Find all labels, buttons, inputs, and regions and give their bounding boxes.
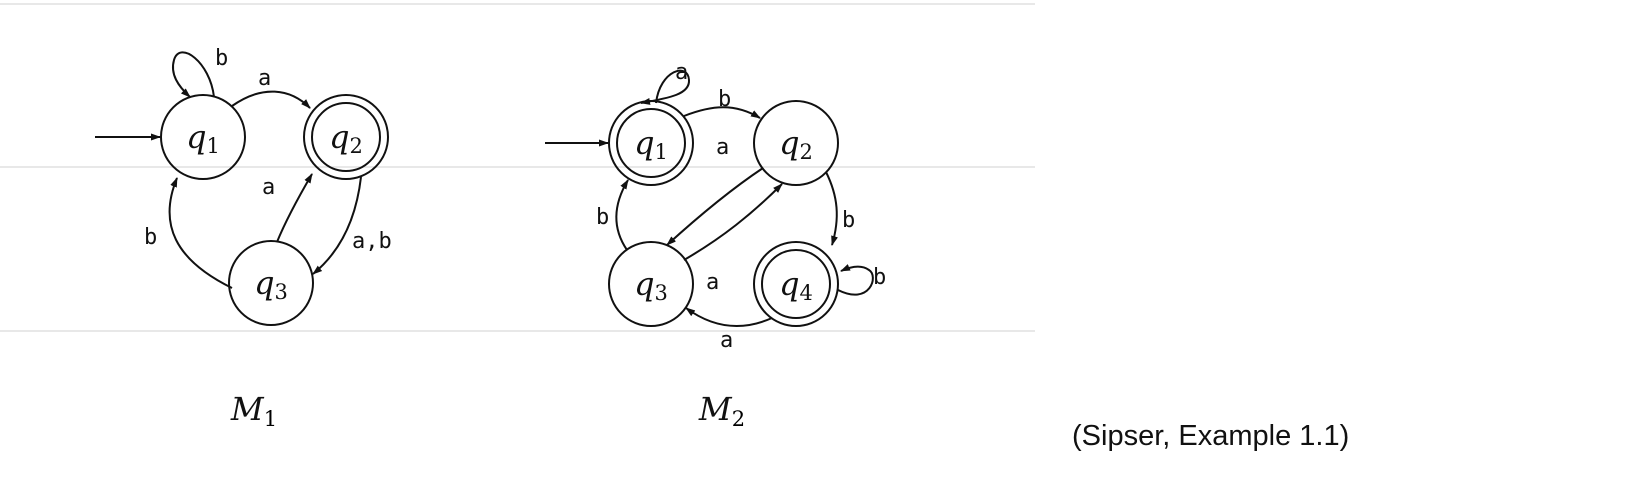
m1-edge-q1-q2 — [231, 90, 311, 109]
state-label: q3 — [254, 264, 288, 304]
machine-m1: q1 q2 q3 b a a a,b b — [95, 46, 392, 326]
m2-edge-label-q4-q3: a — [720, 328, 733, 353]
m2-edge-q3-q2 — [683, 183, 783, 261]
m1-edge-q3-q1 — [168, 177, 233, 289]
m1-edge-label-q3-q1: b — [144, 225, 157, 250]
m2-edge-label-q1-q2: b — [718, 87, 731, 112]
m2-edge-q2-q3 — [666, 167, 764, 246]
m2-edge-label-q3-q1: b — [596, 205, 609, 230]
m2-edge-q1-q1 — [640, 69, 691, 105]
state-circle — [303, 94, 389, 180]
accept-ring — [311, 102, 381, 172]
m1-edge-label-q3-q2: a — [262, 175, 275, 200]
m1-state-q2: q2 — [303, 94, 389, 180]
m1-edge-label-q2-q3: a,b — [352, 229, 392, 254]
m2-edge-q3-q1 — [615, 179, 629, 251]
m2-edge-label-q1-q1: a — [675, 60, 688, 85]
state-label: q2 — [329, 118, 363, 158]
state-circle — [228, 240, 314, 326]
m1-edge-label-q1-q2: a — [258, 66, 271, 91]
m2-state-q2: q2 — [753, 100, 839, 186]
m1-edge-label-q1-q1: b — [215, 46, 228, 71]
machine-m2: q1 q2 q3 q4 a b a a b b b — [545, 60, 886, 353]
m1-state-q3: q3 — [228, 240, 314, 326]
state-circle — [160, 94, 246, 180]
m2-state-q1: q1 — [608, 100, 694, 186]
state-circle — [753, 241, 839, 327]
m1-edge-q3-q2 — [276, 173, 313, 243]
m2-state-q3: q3 — [608, 241, 694, 327]
figure-caption: (Sipser, Example 1.1) — [1072, 420, 1350, 452]
accept-ring — [761, 249, 831, 319]
m2-edge-q4-q4 — [837, 264, 874, 296]
m2-edge-label-q4-q4: b — [873, 265, 886, 290]
m1-state-q1: q1 — [160, 94, 246, 180]
state-circle — [753, 100, 839, 186]
state-label: q4 — [779, 265, 813, 305]
machine-name-m2: M2 — [698, 390, 745, 431]
accept-ring — [616, 108, 686, 178]
m1-edge-q2-q3 — [312, 176, 362, 275]
m2-edge-label-q3-q2: a — [706, 270, 719, 295]
machine-name-m1: M1 — [230, 390, 277, 431]
m2-edge-q1-q2 — [683, 106, 761, 119]
state-label: q3 — [634, 265, 668, 305]
m1-edge-q1-q1 — [172, 51, 215, 98]
m2-edge-label-q2-q3: a — [716, 135, 729, 160]
m2-edge-q4-q3 — [685, 307, 773, 327]
state-label: q1 — [186, 118, 220, 158]
state-label: q2 — [779, 124, 813, 164]
m2-edge-q2-q4 — [825, 171, 838, 246]
state-label: q1 — [634, 124, 668, 164]
m2-state-q4: q4 — [753, 241, 839, 327]
m2-edge-label-q2-q4: b — [842, 208, 855, 233]
state-circle — [608, 241, 694, 327]
